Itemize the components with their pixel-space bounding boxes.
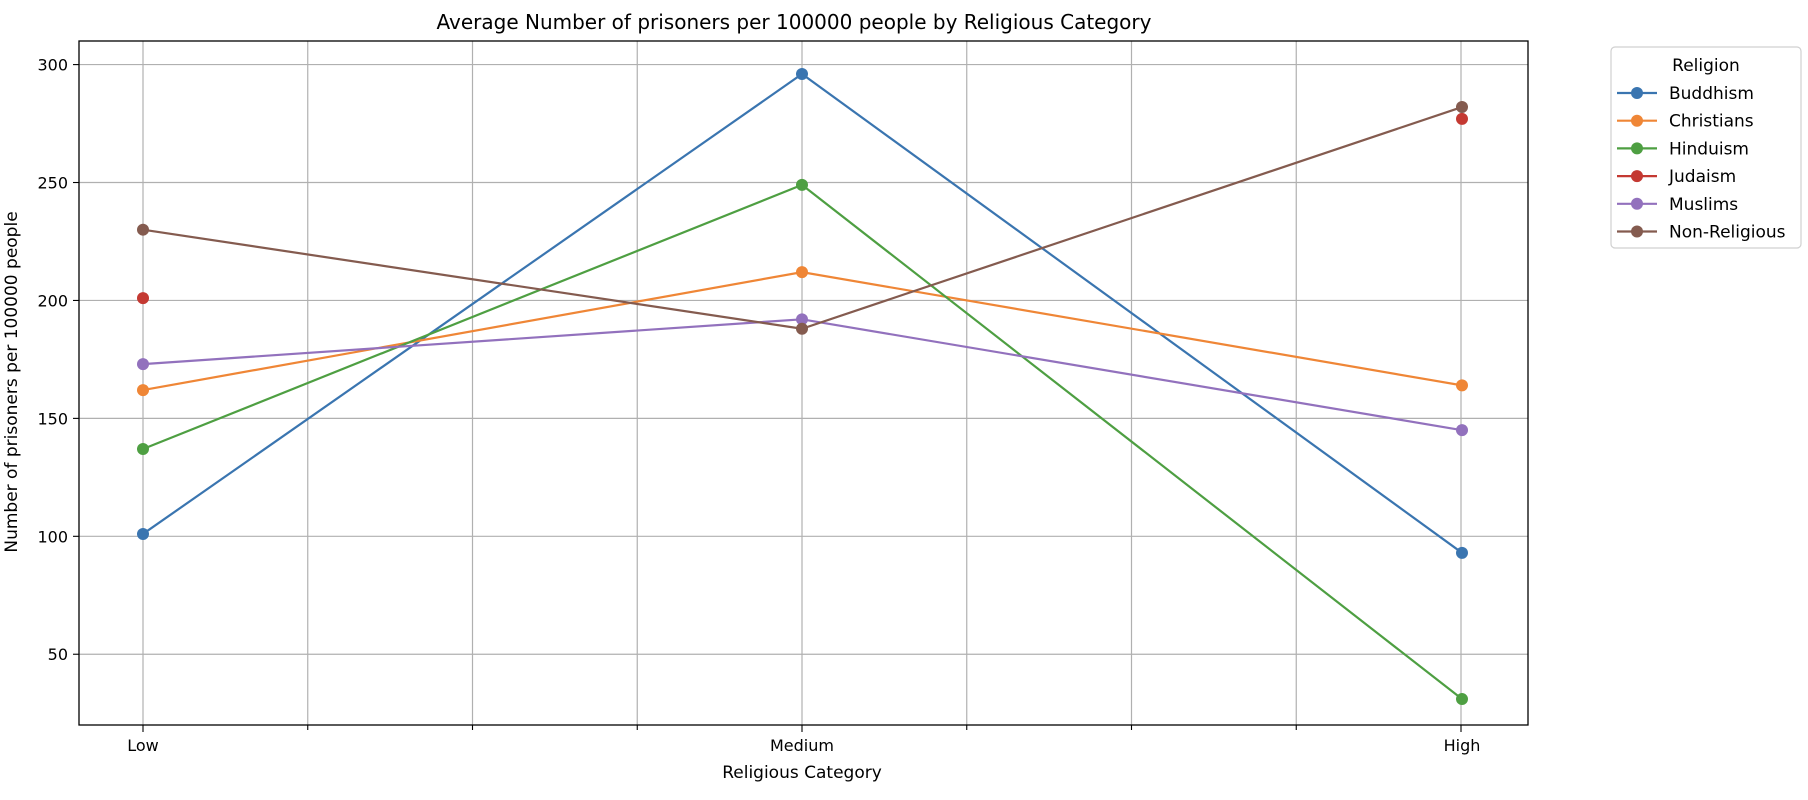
x-tick-label: High <box>1444 736 1481 755</box>
data-point-christians <box>796 266 808 279</box>
series-christians <box>137 266 1468 397</box>
x-tick-label: Medium <box>770 736 834 755</box>
series-hinduism <box>137 178 1468 706</box>
data-point-non-religious <box>137 223 149 236</box>
data-point-christians <box>137 384 149 397</box>
data-point-judaism <box>1456 112 1468 125</box>
y-tick-label: 150 <box>37 409 68 428</box>
y-tick-label: 200 <box>37 291 68 310</box>
legend-swatch-marker <box>1631 142 1643 155</box>
y-tick-label: 300 <box>37 56 68 75</box>
legend-swatch-marker <box>1631 197 1643 210</box>
y-tick-label: 250 <box>37 174 68 193</box>
legend-title: Religion <box>1672 56 1740 76</box>
legend-swatch-marker <box>1631 87 1643 99</box>
data-point-hinduism <box>1456 693 1468 706</box>
legend-item-christians: Christians <box>1617 112 1754 132</box>
legend-label: Non-Religious <box>1669 223 1786 243</box>
data-point-muslims <box>796 313 808 326</box>
data-point-judaism <box>137 292 149 305</box>
series-judaism <box>137 112 1468 305</box>
ticks: Low Medium High 50 100 150 200 250 300 <box>37 56 1480 755</box>
legend-label: Christians <box>1669 112 1754 132</box>
legend-item-judaism: Judaism <box>1617 167 1736 187</box>
legend: Religion Buddhism Christians Hinduism Judai… <box>1610 46 1802 249</box>
legend-item-buddhism: Buddhism <box>1617 84 1754 104</box>
series-layer <box>137 68 1468 706</box>
grid <box>79 41 1528 725</box>
series-muslims <box>137 313 1468 437</box>
y-tick-label: 50 <box>48 645 68 664</box>
data-point-buddhism <box>137 527 149 540</box>
data-point-hinduism <box>137 443 149 456</box>
data-point-christians <box>1456 379 1468 392</box>
data-point-muslims <box>1456 424 1468 437</box>
x-tick-label: Low <box>127 736 159 755</box>
legend-item-non-religious: Non-Religious <box>1617 223 1786 243</box>
legend-label: Muslims <box>1669 195 1738 215</box>
series-non-religious <box>137 101 1468 335</box>
legend-swatch-marker <box>1631 114 1643 127</box>
data-point-hinduism <box>796 178 808 191</box>
data-point-buddhism <box>796 68 808 81</box>
data-point-non-religious <box>1456 101 1468 114</box>
y-tick-label: 100 <box>37 527 68 546</box>
plot-frame <box>78 40 1529 726</box>
legend-items: Buddhism Christians Hinduism Judaism Muslims… <box>1617 84 1786 243</box>
legend-swatch-marker <box>1631 225 1643 238</box>
data-point-buddhism <box>1456 546 1468 559</box>
legend-item-muslims: Muslims <box>1617 195 1738 215</box>
legend-box <box>1610 46 1802 249</box>
y-axis-label: Number of prisoners per 100000 people <box>2 211 22 552</box>
x-axis-label: Religious Category <box>722 763 882 783</box>
data-point-muslims <box>137 358 149 371</box>
data-point-non-religious <box>796 322 808 335</box>
legend-swatch-marker <box>1631 170 1643 183</box>
legend-label: Judaism <box>1668 167 1736 187</box>
chart-title: Average Number of prisoners per 100000 p… <box>437 10 1152 34</box>
legend-label: Buddhism <box>1669 84 1754 104</box>
legend-label: Hinduism <box>1669 139 1749 159</box>
legend-item-hinduism: Hinduism <box>1617 139 1749 159</box>
